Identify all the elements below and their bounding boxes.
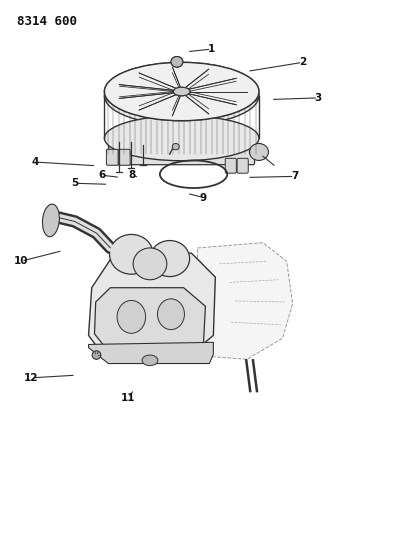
Ellipse shape (173, 87, 190, 96)
Ellipse shape (172, 143, 179, 150)
Ellipse shape (249, 143, 269, 160)
Text: 8: 8 (128, 171, 136, 180)
FancyBboxPatch shape (118, 149, 130, 165)
Text: 2: 2 (299, 58, 306, 67)
Polygon shape (89, 251, 215, 362)
Text: 1: 1 (208, 44, 215, 54)
Text: 4: 4 (32, 157, 39, 167)
Ellipse shape (105, 62, 259, 120)
Polygon shape (95, 288, 205, 360)
Text: 12: 12 (24, 373, 38, 383)
Ellipse shape (142, 355, 158, 366)
Polygon shape (198, 243, 292, 359)
FancyBboxPatch shape (107, 149, 118, 165)
Ellipse shape (105, 62, 259, 120)
Ellipse shape (105, 116, 259, 161)
Text: 6: 6 (99, 171, 106, 180)
Polygon shape (89, 342, 213, 364)
Ellipse shape (110, 235, 153, 274)
Ellipse shape (171, 56, 183, 67)
Text: 10: 10 (14, 256, 28, 266)
Ellipse shape (117, 301, 146, 333)
Ellipse shape (150, 240, 190, 277)
Ellipse shape (105, 78, 259, 113)
Ellipse shape (133, 248, 167, 280)
Text: 11: 11 (121, 393, 135, 403)
Text: 7: 7 (291, 172, 298, 181)
Text: 5: 5 (71, 178, 78, 188)
Ellipse shape (173, 87, 190, 96)
Text: 9: 9 (200, 192, 207, 203)
Ellipse shape (92, 351, 101, 359)
Ellipse shape (171, 56, 183, 67)
FancyBboxPatch shape (109, 140, 255, 165)
Ellipse shape (158, 299, 184, 329)
Text: 8314 600: 8314 600 (17, 14, 77, 28)
FancyBboxPatch shape (237, 158, 248, 173)
FancyBboxPatch shape (225, 158, 236, 173)
Text: 3: 3 (315, 93, 322, 103)
Ellipse shape (105, 67, 259, 125)
Ellipse shape (42, 204, 59, 237)
